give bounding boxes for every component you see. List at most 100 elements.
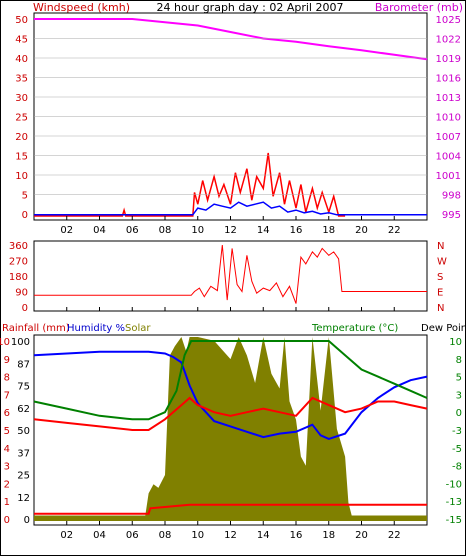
compass-tick: N <box>437 303 444 314</box>
x-tick-label: 18 <box>322 530 335 541</box>
windspeed-tick: 50 <box>15 15 28 26</box>
rainfall-tick: 0 <box>4 515 10 526</box>
temperature-tick: 3 <box>456 390 462 401</box>
windspeed-tick: 25 <box>15 113 28 124</box>
temperature-tick: -10 <box>446 479 462 490</box>
solar-area <box>34 337 427 521</box>
windspeed-tick: 0 <box>22 210 28 221</box>
compass-tick: E <box>437 288 443 299</box>
x-tick-label: 10 <box>191 225 204 236</box>
humidity-axis-label: Humidity % <box>67 323 125 334</box>
barometer-tick: 1001 <box>436 171 461 182</box>
rainfall-tick: 4 <box>4 444 10 455</box>
x-tick-label: 12 <box>224 225 237 236</box>
barometer-tick: 1007 <box>436 132 461 143</box>
humidity-tick: 0 <box>24 515 30 526</box>
solar-axis-label: Solar <box>125 323 151 334</box>
wind-average-series <box>34 201 427 216</box>
x-tick-label: 04 <box>93 225 106 236</box>
windspeed-tick: 15 <box>15 152 28 163</box>
direction-tick: 360 <box>9 241 28 252</box>
windspeed-tick: 20 <box>15 132 28 143</box>
x-tick-label: 12 <box>224 530 237 541</box>
humidity-tick: 100 <box>11 337 30 348</box>
dewpoint-series <box>33 340 428 421</box>
barometer-tick: 1016 <box>436 74 461 85</box>
barometer-axis-label: Barometer (mb) <box>375 1 463 14</box>
barometer-tick: 1022 <box>436 35 461 46</box>
compass-tick: N <box>437 241 444 252</box>
rainfall-tick: 3 <box>4 462 10 473</box>
x-tick-label: 20 <box>355 225 368 236</box>
x-tick-label: 16 <box>290 530 303 541</box>
rainfall-axis-label: Rainfall (mm) <box>2 323 70 334</box>
rainfall-series <box>34 503 427 515</box>
solar-layer <box>34 337 427 521</box>
temperature-tick: -13 <box>446 497 462 508</box>
x-tick-label: 08 <box>159 530 172 541</box>
rainfall-tick: 7 <box>4 390 10 401</box>
barometer-tick: 1004 <box>436 152 461 163</box>
humidity-tick: 12 <box>17 493 30 504</box>
rainfall-tick: 1 <box>4 497 10 508</box>
windspeed-tick: 10 <box>15 171 28 182</box>
temperature-tick: 8 <box>456 355 462 366</box>
windspeed-tick: 30 <box>15 93 28 104</box>
windspeed-tick: 40 <box>15 54 28 65</box>
barometer-tick: 1010 <box>436 113 461 124</box>
direction-tick: 180 <box>9 272 28 283</box>
x-tick-label: 16 <box>290 225 303 236</box>
direction-tick: 0 <box>22 303 28 314</box>
x-tick-label: 20 <box>355 530 368 541</box>
windspeed-axis-label: Windspeed (kmh) <box>33 1 130 14</box>
x-tick-label: 06 <box>126 225 139 236</box>
x-tick-label: 14 <box>257 225 270 236</box>
x-tick-label: 08 <box>159 225 172 236</box>
compass-tick: W <box>437 257 447 268</box>
barometer-series <box>34 18 428 61</box>
rainfall-tick: 10 <box>0 337 10 348</box>
temperature-tick: 0 <box>456 408 462 419</box>
temperature-tick: 10 <box>449 337 462 348</box>
rainfall-tick: 5 <box>4 426 10 437</box>
windspeed-series <box>34 152 346 217</box>
temperature-axis-label: Temperature (°C) <box>311 323 398 334</box>
compass-tick: S <box>437 272 443 283</box>
rainfall-tick: 9 <box>4 355 10 366</box>
wind-direction-series <box>34 244 427 304</box>
x-tick-label: 14 <box>257 530 270 541</box>
humidity-tick: 25 <box>17 471 30 482</box>
temperature-series <box>33 396 428 431</box>
x-tick-label: 02 <box>60 225 73 236</box>
temperature-tick: -15 <box>446 515 462 526</box>
humidity-tick: 50 <box>17 426 30 437</box>
x-tick-label: 04 <box>93 530 106 541</box>
barometer-tick: 1019 <box>436 54 461 65</box>
humidity-tick: 75 <box>17 382 30 393</box>
temperature-tick: 5 <box>456 373 462 384</box>
series-layer <box>33 18 428 515</box>
chart-title: 24 hour graph day : 02 April 2007 <box>157 1 344 14</box>
humidity-series <box>33 350 428 440</box>
rainfall-tick: 6 <box>4 408 10 419</box>
temperature-tick: -3 <box>452 426 462 437</box>
windspeed-tick: 45 <box>15 35 28 46</box>
x-tick-label: 22 <box>388 225 401 236</box>
direction-tick: 270 <box>9 257 28 268</box>
x-tick-label: 02 <box>60 530 73 541</box>
humidity-tick: 37 <box>17 448 30 459</box>
windspeed-tick: 35 <box>15 74 28 85</box>
x-tick-label: 22 <box>388 530 401 541</box>
temperature-tick: -5 <box>452 444 462 455</box>
barometer-tick: 1025 <box>436 15 461 26</box>
direction-tick: 90 <box>15 288 28 299</box>
barometer-tick: 995 <box>442 210 461 221</box>
x-tick-label: 18 <box>322 225 335 236</box>
x-tick-label: 06 <box>126 530 139 541</box>
x-tick-label: 10 <box>191 530 204 541</box>
humidity-tick: 62 <box>17 404 30 415</box>
barometer-tick: 1013 <box>436 93 461 104</box>
humidity-tick: 87 <box>17 359 30 370</box>
